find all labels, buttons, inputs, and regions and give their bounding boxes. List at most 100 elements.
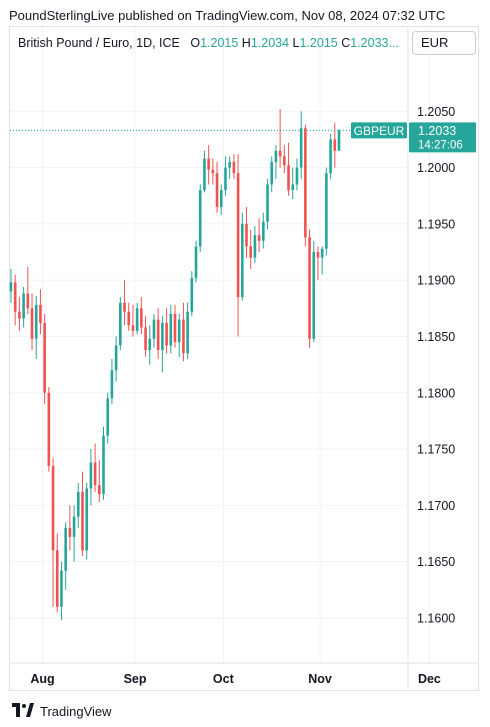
- candle[interactable]: [304, 124, 307, 247]
- candle[interactable]: [68, 505, 72, 551]
- y-tick-label: 1.1600: [417, 611, 455, 625]
- candle[interactable]: [287, 142, 290, 196]
- candle[interactable]: [278, 109, 282, 168]
- candle-body: [194, 246, 198, 278]
- candle[interactable]: [274, 145, 278, 179]
- candle-body: [262, 221, 265, 241]
- footer-brand[interactable]: TradingView: [12, 703, 112, 720]
- candle[interactable]: [240, 212, 244, 301]
- candle-body: [245, 223, 248, 247]
- candle[interactable]: [64, 522, 67, 590]
- candle[interactable]: [291, 167, 295, 200]
- candle[interactable]: [249, 229, 252, 269]
- candle-body: [240, 223, 244, 298]
- candle[interactable]: [98, 460, 101, 502]
- candle[interactable]: [337, 129, 341, 151]
- candle[interactable]: [89, 449, 93, 506]
- candle[interactable]: [131, 304, 135, 337]
- candle[interactable]: [224, 156, 227, 196]
- candle[interactable]: [30, 293, 34, 350]
- candle[interactable]: [312, 240, 316, 343]
- candle[interactable]: [22, 286, 25, 328]
- candle[interactable]: [55, 533, 59, 613]
- candle-body: [9, 282, 13, 292]
- candle[interactable]: [148, 325, 152, 365]
- candle[interactable]: [316, 246, 320, 281]
- candle[interactable]: [295, 158, 299, 191]
- candle[interactable]: [114, 336, 118, 382]
- candle[interactable]: [47, 387, 51, 472]
- candle[interactable]: [152, 313, 156, 348]
- candle[interactable]: [329, 133, 332, 179]
- candle-body: [236, 173, 240, 298]
- x-tick-label: Sep: [124, 672, 147, 686]
- candle[interactable]: [110, 359, 114, 405]
- candle[interactable]: [127, 302, 131, 331]
- candle[interactable]: [102, 426, 105, 500]
- candle[interactable]: [135, 302, 139, 335]
- candle[interactable]: [106, 392, 110, 444]
- candle[interactable]: [173, 304, 177, 348]
- symbol-tag-label: GBPEUR: [354, 124, 405, 138]
- candle[interactable]: [177, 313, 181, 357]
- candle[interactable]: [190, 271, 194, 317]
- candle[interactable]: [207, 145, 210, 185]
- candle[interactable]: [60, 561, 63, 621]
- candle[interactable]: [85, 482, 88, 560]
- y-tick-label: 1.1950: [417, 217, 455, 231]
- candle[interactable]: [270, 156, 274, 193]
- candle[interactable]: [194, 240, 198, 283]
- candle-body: [156, 319, 160, 350]
- candle[interactable]: [283, 145, 286, 174]
- candle[interactable]: [228, 156, 231, 179]
- candle[interactable]: [299, 111, 303, 179]
- candle[interactable]: [325, 167, 328, 256]
- candle[interactable]: [72, 505, 76, 562]
- x-tick-label: Nov: [308, 672, 332, 686]
- candle[interactable]: [76, 482, 80, 528]
- candle[interactable]: [26, 266, 30, 314]
- candle[interactable]: [253, 226, 257, 264]
- candle[interactable]: [43, 313, 46, 405]
- candle[interactable]: [18, 297, 21, 331]
- candle-body: [165, 322, 168, 346]
- candle[interactable]: [308, 229, 311, 348]
- candle[interactable]: [236, 154, 240, 337]
- candle[interactable]: [215, 161, 219, 213]
- candle[interactable]: [165, 308, 168, 354]
- candle[interactable]: [156, 308, 160, 359]
- y-tick-label: 1.1800: [417, 386, 455, 400]
- candle-body: [173, 313, 177, 343]
- currency-selector[interactable]: EUR: [412, 31, 476, 55]
- candle[interactable]: [161, 316, 164, 373]
- candle[interactable]: [262, 212, 265, 249]
- candle-body: [123, 302, 126, 312]
- candle[interactable]: [182, 302, 185, 362]
- candle[interactable]: [34, 295, 38, 359]
- candle[interactable]: [257, 218, 261, 253]
- candle[interactable]: [320, 246, 324, 275]
- candle[interactable]: [169, 304, 173, 354]
- candle[interactable]: [123, 280, 126, 326]
- candle[interactable]: [211, 158, 215, 185]
- candle[interactable]: [93, 443, 97, 492]
- candle[interactable]: [119, 297, 122, 350]
- candle[interactable]: [198, 184, 202, 253]
- candle[interactable]: [51, 458, 55, 607]
- x-tick-label: Aug: [30, 672, 54, 686]
- candle[interactable]: [245, 207, 248, 258]
- candle[interactable]: [39, 289, 42, 335]
- candle[interactable]: [232, 154, 236, 179]
- candle[interactable]: [13, 274, 17, 326]
- candle[interactable]: [186, 302, 189, 359]
- candle[interactable]: [203, 150, 206, 193]
- y-tick-label: 1.1850: [417, 330, 455, 344]
- candle[interactable]: [9, 268, 13, 303]
- candle[interactable]: [140, 297, 143, 335]
- candle[interactable]: [81, 471, 84, 557]
- candle[interactable]: [333, 122, 337, 168]
- candle[interactable]: [219, 184, 223, 215]
- candle[interactable]: [266, 178, 269, 230]
- candle[interactable]: [144, 316, 147, 357]
